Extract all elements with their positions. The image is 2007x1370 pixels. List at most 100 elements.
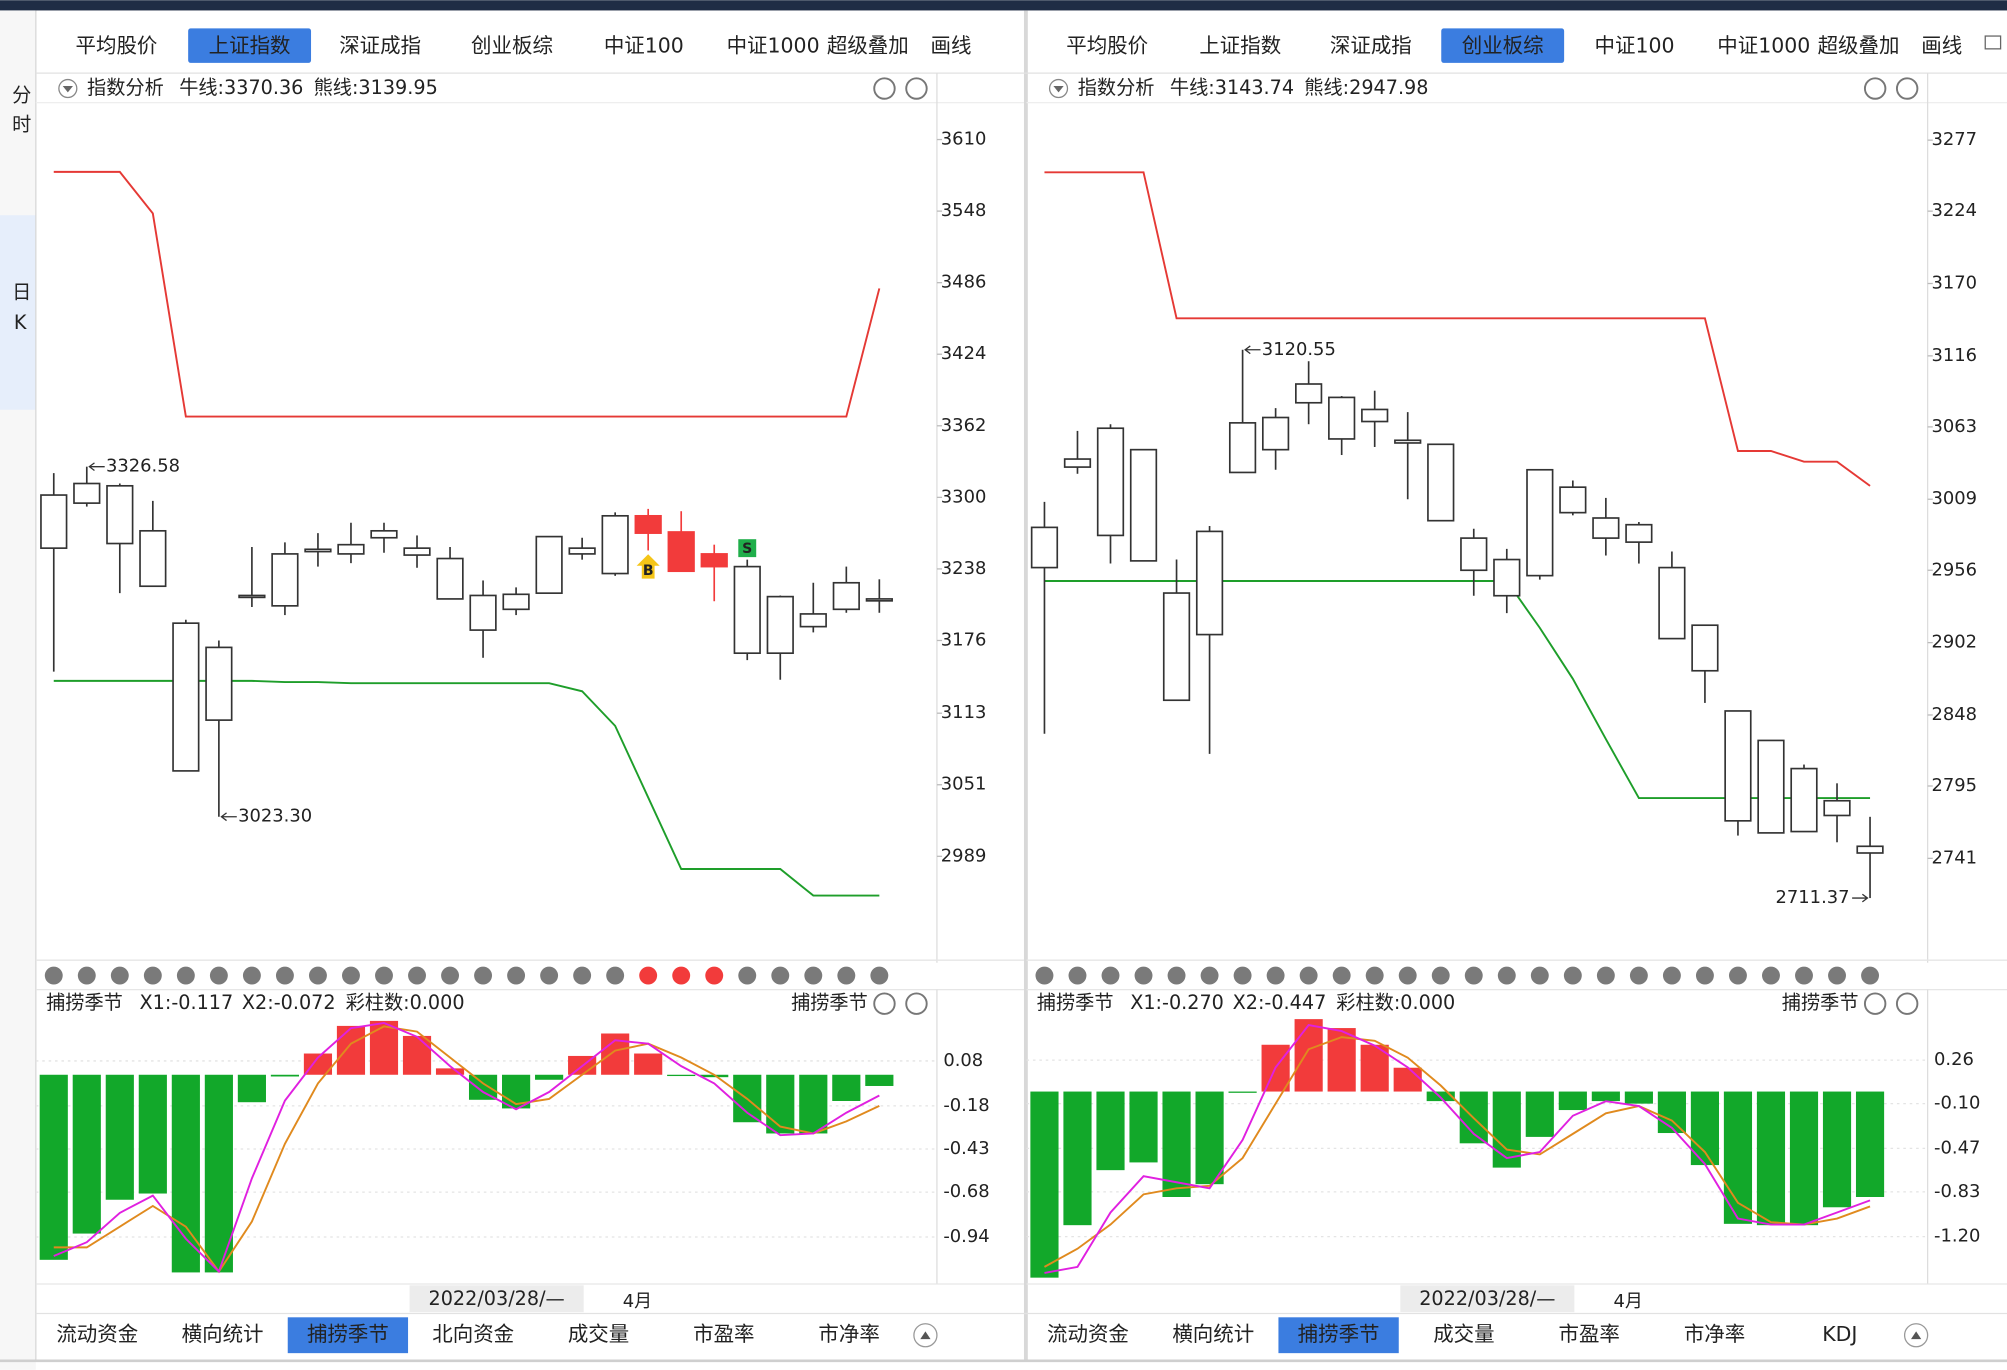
indicator-x2: X2:-0.447 bbox=[1233, 991, 1327, 1014]
bottom-tab[interactable]: 市盈率 bbox=[1559, 1322, 1620, 1346]
bottom-tab[interactable]: 捕捞季节 bbox=[1298, 1322, 1380, 1346]
signal-dot bbox=[573, 966, 592, 985]
dropdown-arrow bbox=[1053, 85, 1064, 93]
header-icon[interactable] bbox=[905, 992, 928, 1015]
bottom-tab[interactable]: 横向统计 bbox=[1172, 1322, 1254, 1346]
candle-body bbox=[1559, 486, 1587, 514]
y-tick-label: 3610 bbox=[941, 129, 987, 150]
header-title: 指数分析 bbox=[1078, 76, 1155, 99]
indicator-bar bbox=[667, 1074, 696, 1077]
tab[interactable]: 上证指数 bbox=[209, 33, 291, 57]
bottom-tab[interactable]: 流动资金 bbox=[1047, 1322, 1129, 1346]
bottom-tab[interactable]: 市盈率 bbox=[693, 1322, 754, 1346]
tab[interactable]: 画线 bbox=[1921, 33, 1962, 57]
signal-dot bbox=[540, 966, 559, 985]
bottom-tab[interactable]: 北向资金 bbox=[432, 1322, 514, 1346]
bottom-tab[interactable]: 流动资金 bbox=[56, 1322, 138, 1346]
indicator-bar bbox=[1162, 1091, 1191, 1197]
candle-body bbox=[304, 548, 332, 553]
header-icon[interactable] bbox=[873, 992, 896, 1015]
tab[interactable]: 上证指数 bbox=[1199, 33, 1281, 57]
header-icon[interactable] bbox=[1863, 77, 1887, 100]
candle-body bbox=[601, 514, 629, 575]
signal-dot bbox=[1332, 966, 1351, 985]
month-label: 4月 bbox=[1613, 1291, 1642, 1312]
tab[interactable]: 深证成指 bbox=[339, 33, 421, 57]
y-tick-label: -0.47 bbox=[1934, 1137, 1980, 1158]
candle-body bbox=[1493, 558, 1521, 597]
signal-dot bbox=[1068, 966, 1087, 985]
candle-body bbox=[271, 553, 299, 607]
tab[interactable]: 深证成指 bbox=[1330, 33, 1412, 57]
tab[interactable]: 中证100 bbox=[1595, 33, 1675, 57]
bull-value: 牛线:3143.74 bbox=[1170, 76, 1294, 99]
indicator-bar bbox=[1228, 1091, 1257, 1093]
y-tick-label: 3238 bbox=[941, 558, 987, 579]
y-tick-label: 3300 bbox=[941, 486, 987, 507]
signal-dot bbox=[1431, 966, 1450, 985]
header-icon[interactable] bbox=[873, 77, 896, 100]
price-arrow bbox=[1244, 345, 1261, 355]
bottom-tab[interactable]: 成交量 bbox=[568, 1322, 629, 1346]
indicator-bar bbox=[1855, 1091, 1885, 1197]
indicator-bar bbox=[1030, 1091, 1059, 1278]
tab[interactable]: 创业板综 bbox=[471, 33, 553, 57]
sidebar-tab[interactable]: 日K bbox=[9, 282, 32, 345]
price-annotation: 2711.37 bbox=[1776, 887, 1850, 908]
indicator-bar bbox=[1756, 1091, 1786, 1226]
header-icon[interactable] bbox=[1895, 992, 1919, 1015]
indicator-bar bbox=[303, 1053, 333, 1075]
signal-dot bbox=[1861, 966, 1880, 985]
sidebar-tab[interactable]: 分时 bbox=[9, 85, 32, 144]
indicator-bar bbox=[799, 1074, 828, 1134]
signal-dot bbox=[308, 966, 327, 985]
indicator-bar bbox=[1591, 1091, 1620, 1102]
collapse-arrow bbox=[920, 1331, 931, 1340]
y-tick-label: -0.83 bbox=[1934, 1181, 1980, 1202]
tab[interactable]: 中证1000 bbox=[727, 33, 820, 57]
bottom-tab[interactable]: 捕捞季节 bbox=[307, 1322, 389, 1346]
bottom-tab[interactable]: 成交量 bbox=[1433, 1322, 1494, 1346]
signal-dot bbox=[1596, 966, 1615, 985]
tab[interactable]: 创业板综 bbox=[1462, 33, 1544, 57]
bottom-tab[interactable]: 市净率 bbox=[818, 1322, 879, 1346]
bottom-tab[interactable]: 横向统计 bbox=[182, 1322, 264, 1346]
bottom-tab[interactable]: KDJ bbox=[1822, 1322, 1857, 1346]
date-box bbox=[409, 1285, 584, 1313]
y-tick-label: 2848 bbox=[1931, 704, 1977, 725]
bottom-tab[interactable]: 市净率 bbox=[1684, 1322, 1745, 1346]
signal-dot bbox=[639, 966, 658, 985]
signal-dot bbox=[1795, 966, 1813, 985]
candle-body bbox=[40, 494, 68, 549]
candle-body bbox=[766, 595, 794, 655]
indicator-x1: X1:-0.117 bbox=[140, 991, 234, 1014]
candle-body bbox=[535, 535, 563, 594]
signal-dot bbox=[1728, 966, 1747, 985]
candle-body bbox=[1030, 526, 1059, 569]
tab[interactable]: 超级叠加 bbox=[827, 33, 909, 57]
indicator-bar bbox=[1393, 1067, 1422, 1092]
indicator-bar bbox=[369, 1020, 399, 1075]
header-icon[interactable] bbox=[905, 77, 928, 100]
candle-body bbox=[799, 613, 827, 628]
tab[interactable]: 超级叠加 bbox=[1818, 33, 1900, 57]
tab-active-bg bbox=[1441, 28, 1565, 63]
candle-body bbox=[1129, 448, 1158, 562]
month-label: 4月 bbox=[623, 1291, 652, 1312]
buy-signal bbox=[636, 554, 660, 579]
header-icon[interactable] bbox=[1863, 992, 1887, 1015]
indicator-bar bbox=[171, 1074, 200, 1273]
header-icon[interactable] bbox=[1895, 77, 1919, 100]
tab[interactable]: 中证1000 bbox=[1717, 33, 1810, 57]
tab[interactable]: 画线 bbox=[931, 33, 972, 57]
tab[interactable]: 平均股价 bbox=[76, 33, 158, 57]
top-strip bbox=[0, 0, 2007, 11]
tab[interactable]: 中证100 bbox=[604, 33, 684, 57]
tab[interactable]: 平均股价 bbox=[1066, 33, 1148, 57]
y-tick-label: 3486 bbox=[941, 272, 987, 293]
candle-body bbox=[1856, 845, 1884, 854]
price-annotation: 3326.58 bbox=[106, 456, 180, 477]
tab-active-bg bbox=[287, 1317, 409, 1354]
y-tick-label: 3362 bbox=[941, 415, 987, 436]
